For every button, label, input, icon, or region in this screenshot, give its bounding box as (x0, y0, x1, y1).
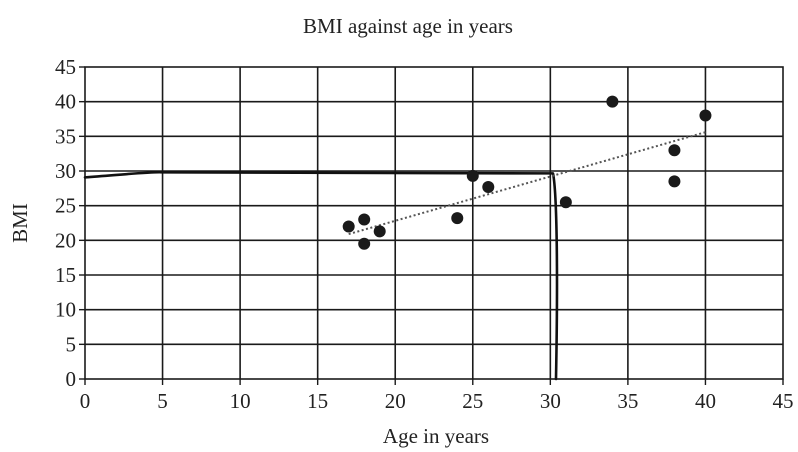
x-tick-label: 25 (462, 389, 483, 413)
y-tick-labels: 0 5 10 15 20 25 30 35 40 45 (55, 55, 76, 391)
y-tick-label: 30 (55, 159, 76, 183)
y-tick-label: 5 (66, 332, 77, 356)
x-axis-label: Age in years (383, 424, 489, 448)
x-tick-label: 15 (307, 389, 328, 413)
data-points (342, 95, 712, 250)
y-tick-label: 45 (55, 55, 76, 79)
y-tick-label: 25 (55, 194, 76, 218)
x-tick-label: 10 (230, 389, 251, 413)
trend-line (348, 131, 706, 236)
data-point (482, 180, 495, 193)
grid (85, 67, 783, 379)
chart-title: BMI against age in years (303, 14, 513, 38)
x-tick-label: 20 (385, 389, 406, 413)
x-tick-label: 40 (695, 389, 716, 413)
x-tick-labels: 0 5 10 15 20 25 30 35 40 45 (80, 389, 794, 413)
data-point (699, 109, 712, 122)
data-point (373, 225, 386, 238)
data-point (668, 175, 681, 188)
x-tick-label: 35 (617, 389, 638, 413)
x-tick-label: 30 (540, 389, 561, 413)
y-tick-label: 20 (55, 228, 76, 252)
x-tick-label: 0 (80, 389, 91, 413)
ticks (79, 66, 784, 385)
y-tick-label: 15 (55, 263, 76, 287)
y-axis-label: BMI (8, 203, 32, 243)
x-tick-label: 5 (157, 389, 168, 413)
reading-line (83, 170, 559, 381)
data-point (342, 220, 355, 233)
data-point (606, 95, 619, 108)
y-tick-label: 35 (55, 124, 76, 148)
data-point (358, 213, 371, 226)
data-point (358, 237, 371, 250)
data-point (668, 144, 681, 157)
data-point (466, 169, 479, 182)
y-tick-label: 40 (55, 90, 76, 114)
y-tick-label: 10 (55, 298, 76, 322)
data-point (559, 196, 572, 209)
x-tick-label: 45 (773, 389, 794, 413)
plot-border (84, 66, 784, 380)
data-point (451, 212, 464, 225)
y-tick-label: 0 (66, 367, 77, 391)
